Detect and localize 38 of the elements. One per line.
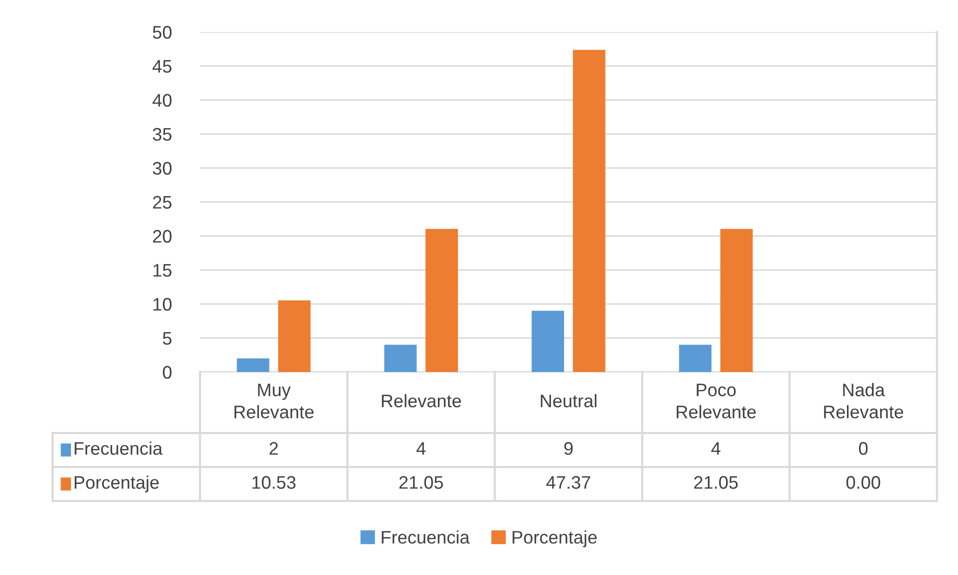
bar — [236, 358, 270, 372]
y-tick-label: 0 — [162, 366, 172, 379]
data-label: 4 — [711, 442, 720, 455]
y-tick-label: 15 — [154, 264, 172, 277]
bar — [572, 50, 606, 372]
data-label: 10.53 — [252, 476, 296, 489]
x-tick-label: Poco Relevante — [676, 384, 756, 418]
y-tick-label: 5 — [162, 332, 172, 345]
data-label: 9 — [564, 442, 573, 455]
data-label: 2 — [270, 442, 278, 455]
y-tick-label: 45 — [152, 60, 172, 73]
y-tick-label: 10 — [154, 298, 172, 311]
y-tick-label: 20 — [153, 230, 172, 243]
legend-label: Frecuencia — [74, 442, 163, 455]
bar — [384, 344, 417, 372]
data-label: 0.00 — [846, 476, 880, 489]
y-tick-label: 50 — [152, 26, 172, 39]
x-tick-label: Nada Relevante — [824, 383, 904, 418]
data-label: 47.37 — [546, 476, 590, 489]
text: Frecuencia — [382, 530, 470, 544]
bar — [426, 228, 458, 372]
legend-label: Porcentaje — [74, 476, 159, 492]
y-tick-label: 35 — [152, 128, 172, 141]
bar — [532, 310, 564, 372]
y-tick-label: 40 — [152, 94, 172, 107]
data-label: 0 — [858, 442, 868, 455]
y-tick-label: 30 — [152, 162, 172, 175]
x-tick-label: Muy Relevante — [234, 384, 314, 418]
data-label: 21.05 — [399, 476, 443, 489]
y-tick-label: 25 — [153, 196, 172, 209]
x-tick-label: Relevante — [382, 394, 461, 408]
data-label: 4 — [416, 442, 426, 455]
bar — [720, 228, 753, 372]
x-tick-label: Neutral — [540, 394, 596, 408]
data-label: 21.05 — [694, 476, 738, 489]
bar — [679, 344, 712, 372]
bar — [278, 300, 311, 372]
text: Porcentaje — [512, 530, 597, 548]
